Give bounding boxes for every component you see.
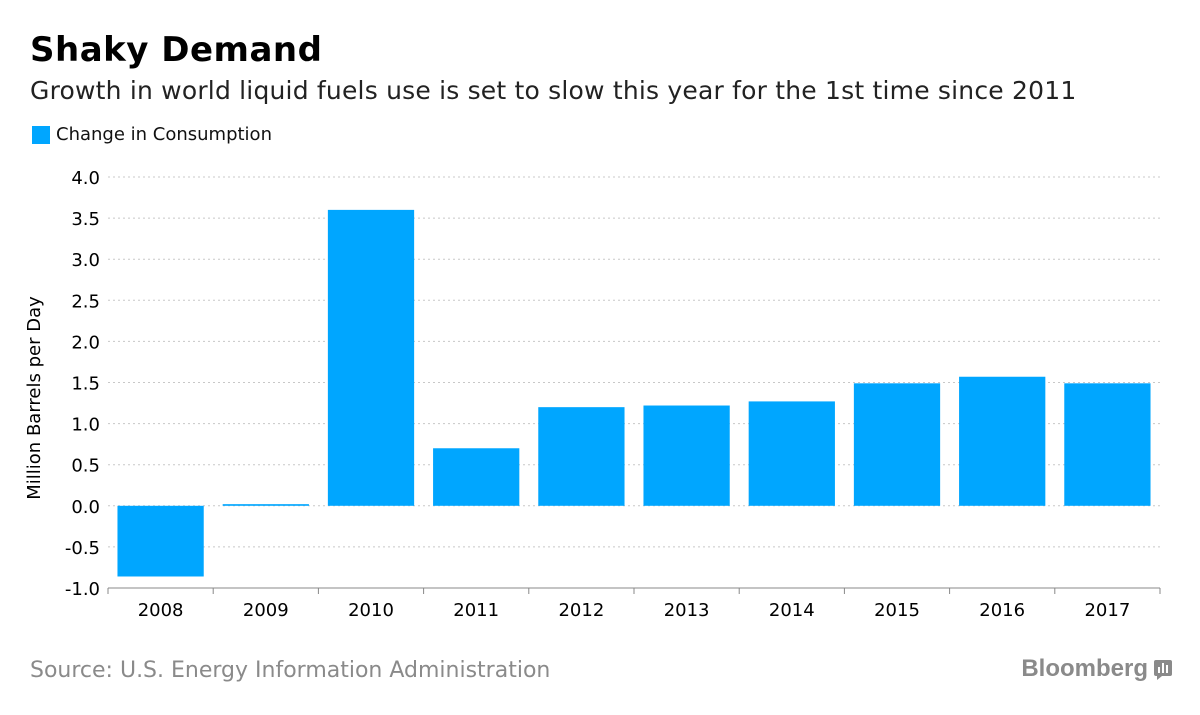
- legend: Change in Consumption: [32, 124, 272, 145]
- y-tick-label: 1.0: [71, 415, 100, 436]
- x-tick-label: 2010: [348, 600, 394, 621]
- bar-2017: [1064, 383, 1151, 506]
- legend-swatch: [32, 125, 50, 144]
- y-tick-label: 3.0: [71, 250, 100, 271]
- x-tick-label: 2014: [769, 600, 815, 621]
- bars: [117, 209, 1151, 577]
- source-note: Source: U.S. Energy Information Administ…: [30, 658, 551, 683]
- bar-2008: [117, 505, 204, 577]
- legend-label: Change in Consumption: [56, 124, 272, 145]
- x-tick-label: 2009: [243, 600, 289, 621]
- x-axis-ticks: 2008 2009 2010 2011 2012 2013 2014 2015 2016 2017: [107, 588, 1161, 621]
- bar-2010: [327, 209, 415, 506]
- bar-2009: [222, 504, 309, 506]
- y-tick-label: 2.5: [71, 291, 100, 312]
- bloomberg-chart-icon: [1154, 660, 1172, 680]
- x-tick-label: 2012: [558, 600, 604, 621]
- y-tick-label: -0.5: [65, 538, 100, 559]
- x-tick-label: 2017: [1084, 600, 1130, 621]
- x-tick-label: 2016: [979, 600, 1025, 621]
- bar-2011: [433, 448, 520, 506]
- bar-2016: [959, 376, 1046, 506]
- bar-2015: [853, 383, 941, 506]
- x-tick-label: 2015: [874, 600, 920, 621]
- x-tick-label: 2013: [664, 600, 710, 621]
- x-tick-label: 2011: [453, 600, 499, 621]
- y-tick-label: 2.0: [71, 332, 100, 353]
- x-tick-label: 2008: [138, 600, 184, 621]
- y-axis-label: Million Barrels per Day: [24, 296, 45, 500]
- y-tick-label: 4.0: [71, 168, 100, 189]
- y-tick-label: 0.0: [71, 497, 100, 518]
- y-tick-label: -1.0: [65, 579, 100, 600]
- chart-subtitle: Growth in world liquid fuels use is set …: [30, 76, 1077, 105]
- bar-2013: [643, 405, 730, 506]
- y-tick-label: 3.5: [71, 209, 100, 230]
- bar-2014: [748, 401, 835, 506]
- brand-logo: Bloomberg: [1021, 655, 1172, 683]
- y-axis-ticks: -1.0 -0.5 0.0 0.5 1.0 1.5 2.0 2.5 3.0 3.5 4.0: [65, 168, 100, 600]
- bar-2012: [538, 407, 625, 506]
- chart-title: Shaky Demand: [30, 30, 323, 70]
- y-tick-label: 0.5: [71, 456, 100, 477]
- brand-name: Bloomberg: [1021, 655, 1148, 682]
- y-tick-label: 1.5: [71, 374, 100, 395]
